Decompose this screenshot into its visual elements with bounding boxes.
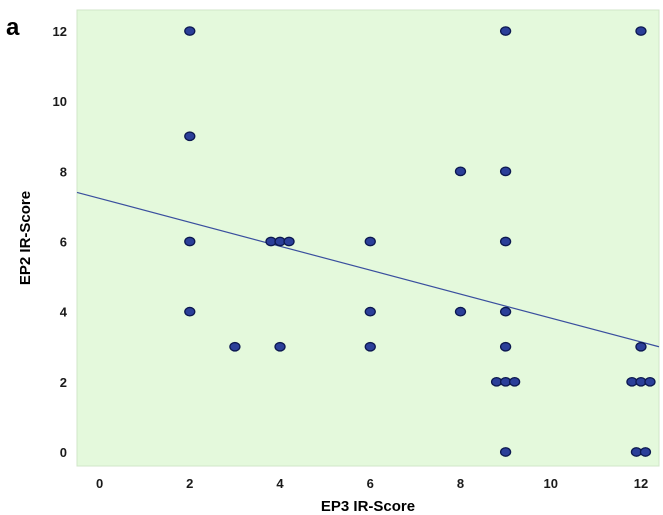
data-point	[499, 306, 512, 317]
data-point	[499, 166, 512, 177]
data-point	[635, 341, 647, 352]
data-point	[184, 26, 196, 36]
x-tick-label: 6	[367, 476, 374, 491]
data-point	[184, 306, 196, 317]
data-point	[229, 341, 241, 352]
data-point	[364, 306, 376, 317]
data-point	[454, 306, 467, 317]
x-tick-label: 10	[543, 476, 557, 491]
y-tick-label: 8	[60, 164, 67, 179]
x-tick-label: 2	[186, 476, 193, 491]
data-point	[499, 341, 512, 352]
data-point	[283, 236, 295, 247]
data-points	[184, 26, 656, 457]
data-point	[639, 447, 652, 457]
data-point	[364, 341, 376, 352]
fit-line-group	[76, 191, 660, 348]
data-point	[364, 236, 376, 247]
y-tick-label: 4	[60, 305, 68, 320]
x-axis-title: EP3 IR-Score	[321, 498, 415, 515]
regression-line	[76, 191, 660, 348]
data-point	[274, 341, 286, 352]
y-tick-label: 10	[53, 94, 67, 109]
data-point	[499, 447, 512, 457]
data-point	[184, 236, 196, 247]
data-point	[454, 166, 467, 177]
x-tick-label: 8	[457, 476, 464, 491]
data-point	[508, 376, 521, 387]
x-tick-label: 4	[276, 476, 284, 491]
y-axis-title: EP2 IR-Score	[17, 191, 34, 285]
data-point	[184, 131, 196, 142]
data-point	[499, 236, 512, 247]
axis-ticks: 0 2 4 6 8 10 12 0 2 4 6 8 10 12	[53, 24, 649, 491]
y-tick-label: 12	[53, 24, 67, 39]
y-tick-label: 0	[60, 445, 67, 460]
y-tick-label: 2	[60, 375, 67, 390]
y-tick-label: 6	[60, 235, 67, 250]
x-tick-label: 0	[96, 476, 103, 491]
data-point	[644, 376, 656, 387]
data-point	[499, 26, 512, 36]
x-tick-label: 12	[634, 476, 648, 491]
panel-label: a	[6, 14, 20, 41]
data-point	[635, 26, 647, 36]
